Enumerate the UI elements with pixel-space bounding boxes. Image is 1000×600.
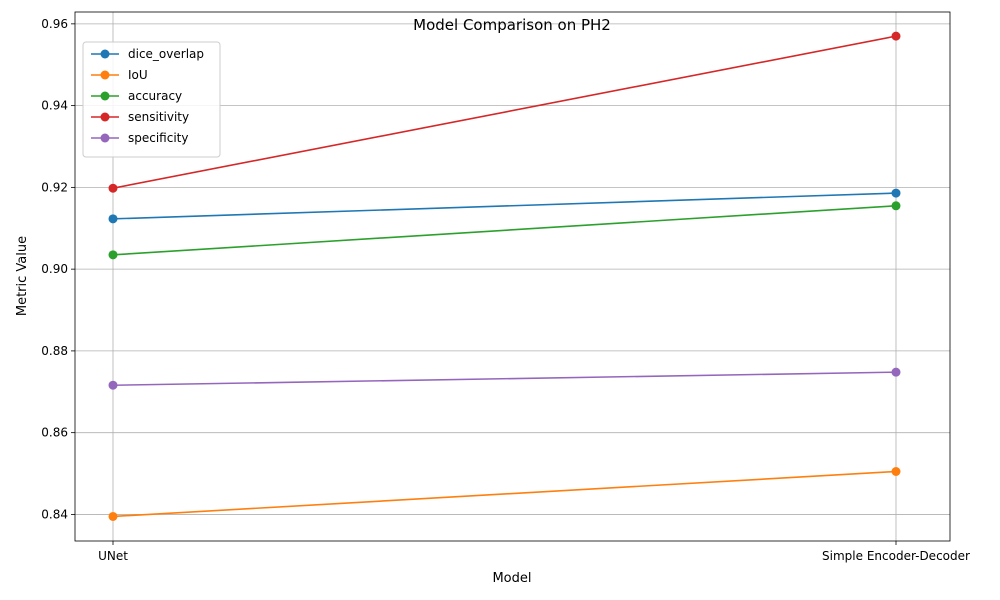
legend-item: accuracy bbox=[91, 89, 182, 103]
series-line bbox=[112, 35, 897, 189]
series-accuracy bbox=[108, 201, 901, 260]
series-line bbox=[112, 204, 897, 256]
legend-label: specificity bbox=[128, 131, 188, 145]
y-tick-label: 0.88 bbox=[41, 344, 68, 358]
series-lines bbox=[108, 31, 901, 521]
legend-label: IoU bbox=[128, 68, 148, 82]
data-point bbox=[891, 367, 901, 377]
legend-marker bbox=[100, 112, 110, 122]
y-tick-label: 0.94 bbox=[41, 99, 68, 113]
data-point bbox=[891, 467, 901, 477]
legend-marker bbox=[100, 91, 110, 101]
y-tick-label: 0.96 bbox=[41, 17, 68, 31]
grid bbox=[75, 12, 950, 541]
legend-label: sensitivity bbox=[128, 110, 189, 124]
series-iou bbox=[108, 467, 901, 521]
data-point bbox=[108, 183, 118, 193]
legend-box bbox=[82, 41, 221, 158]
series-line bbox=[112, 371, 897, 387]
data-point bbox=[891, 31, 901, 41]
legend-marker bbox=[100, 49, 110, 59]
chart-title: Model Comparison on PH2 bbox=[413, 16, 611, 34]
data-point bbox=[108, 511, 118, 521]
series-line bbox=[112, 192, 897, 220]
series-line bbox=[112, 470, 897, 518]
legend-item: dice_overlap bbox=[91, 47, 204, 61]
x-tick-label: Simple Encoder-Decoder bbox=[822, 549, 970, 563]
y-tick-label: 0.90 bbox=[41, 262, 68, 276]
legend-item: sensitivity bbox=[91, 110, 189, 124]
legend-label: accuracy bbox=[128, 89, 182, 103]
axis-ticks: 0.84 0.86 0.88 0.90 0.92 0.94 0.96 UNet Simple E… bbox=[41, 17, 970, 563]
data-point bbox=[108, 380, 118, 390]
x-tick-label: UNet bbox=[98, 549, 128, 563]
series-sensitivity bbox=[108, 31, 901, 193]
legend-marker bbox=[100, 133, 110, 143]
series-dice-overlap bbox=[108, 188, 901, 224]
data-point bbox=[108, 214, 118, 224]
legend-item: IoU bbox=[91, 68, 148, 82]
legend-marker bbox=[100, 70, 110, 80]
data-point bbox=[891, 201, 901, 211]
x-axis-label: Model bbox=[492, 571, 531, 586]
plot-area-frame bbox=[74, 11, 951, 542]
legend-label: dice_overlap bbox=[128, 47, 204, 61]
y-tick-label: 0.92 bbox=[41, 180, 68, 194]
data-point bbox=[108, 250, 118, 260]
y-axis-label: Metric Value bbox=[15, 236, 30, 316]
series-specificity bbox=[108, 367, 901, 390]
data-point bbox=[891, 188, 901, 198]
legend: dice_overlap IoU accuracy sensitivity specif… bbox=[82, 41, 221, 158]
y-tick-label: 0.86 bbox=[41, 426, 68, 440]
legend-item: specificity bbox=[91, 131, 188, 145]
y-tick-label: 0.84 bbox=[41, 507, 68, 521]
